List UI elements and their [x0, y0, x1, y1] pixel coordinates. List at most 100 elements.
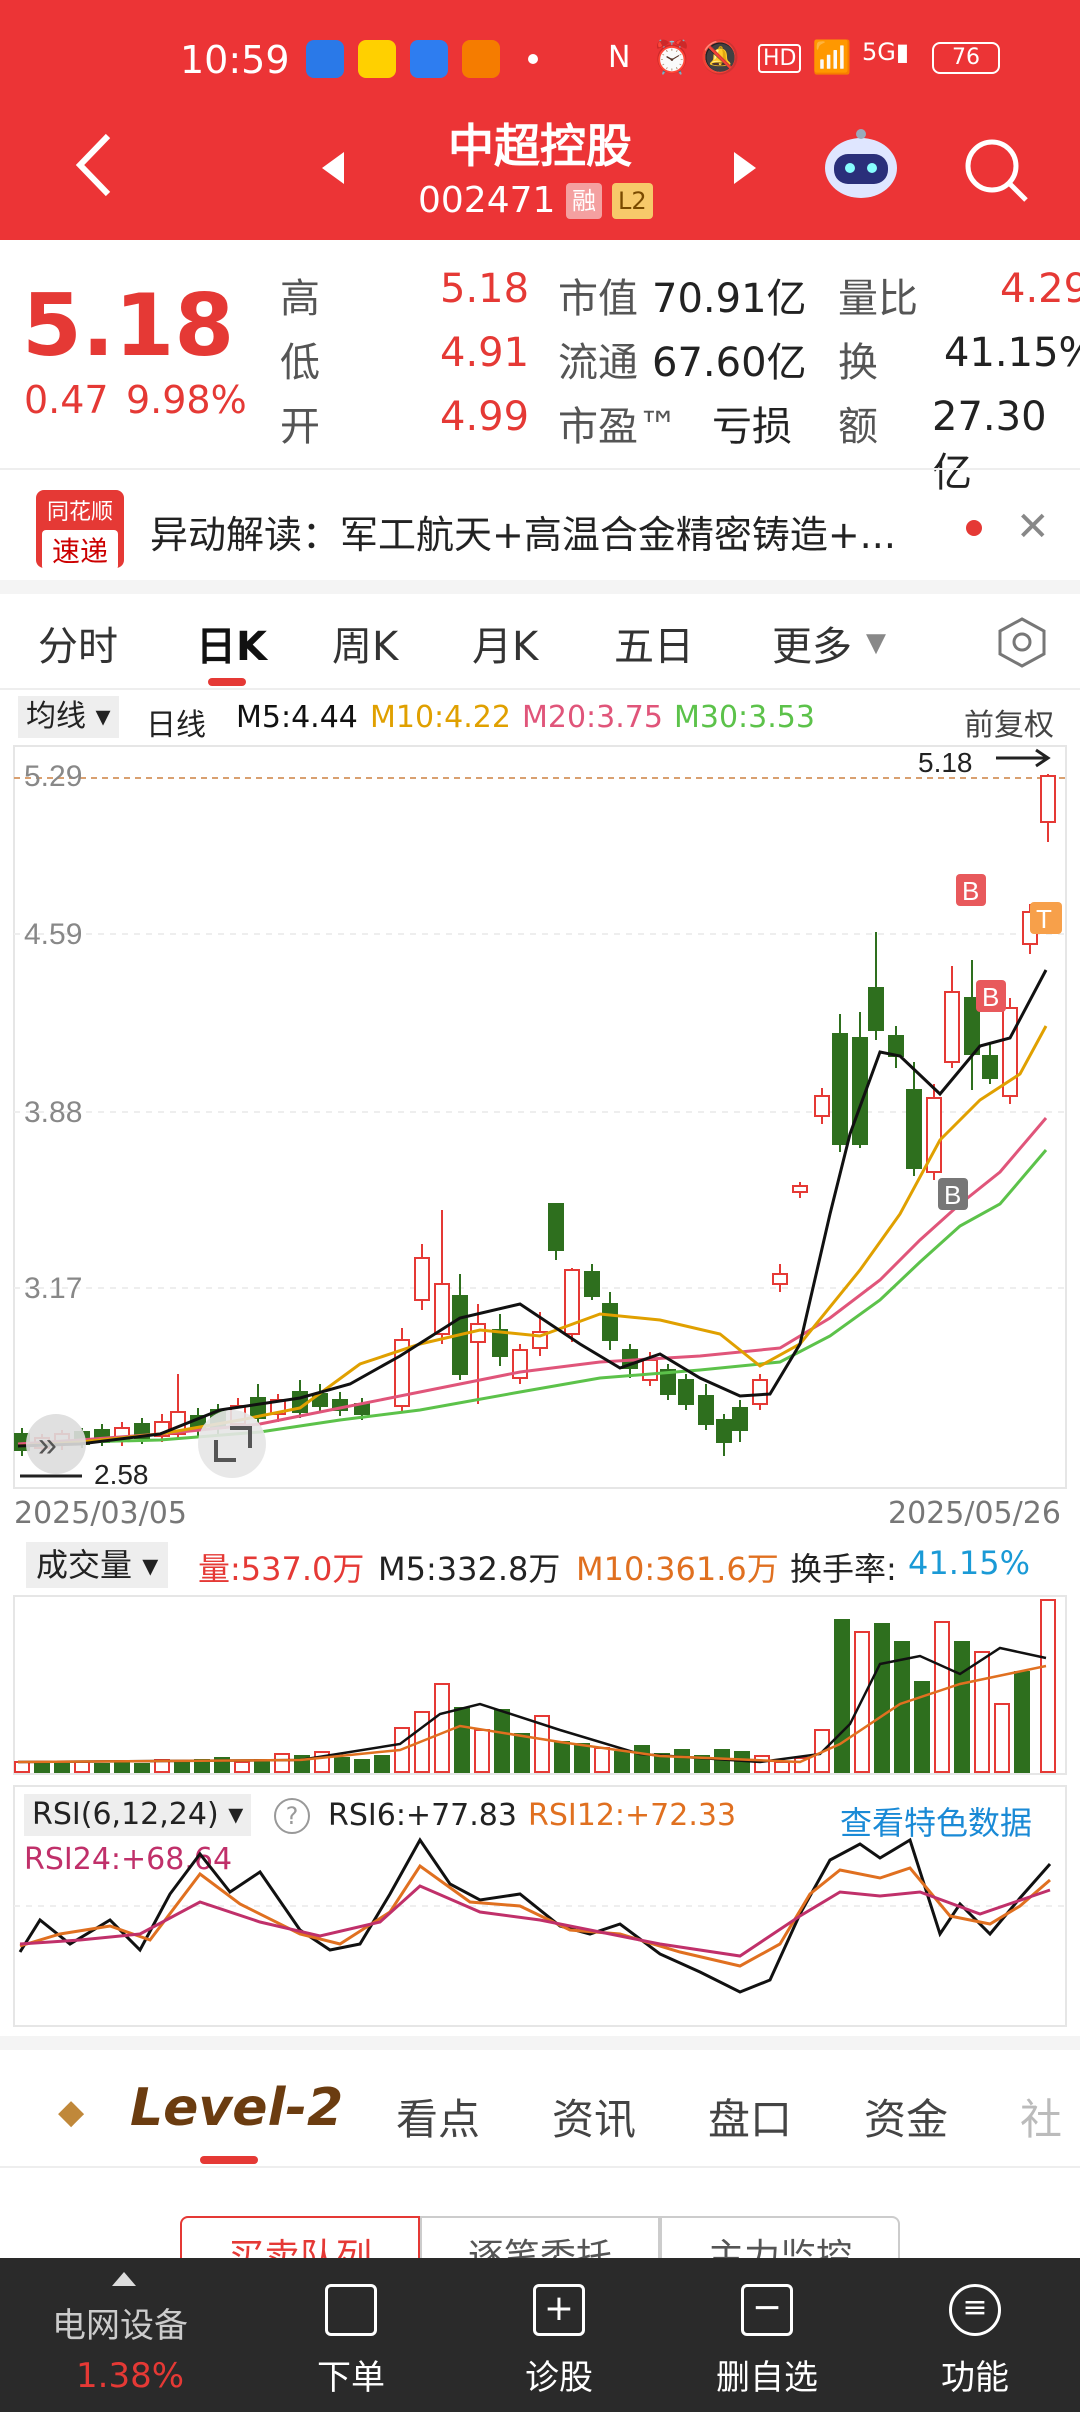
- settings-hex-icon[interactable]: [996, 616, 1048, 668]
- search-icon[interactable]: [962, 136, 1032, 206]
- low-label: 低: [280, 340, 320, 386]
- start-date: 2025/03/05: [14, 1496, 187, 1531]
- volume-bar: [534, 1715, 550, 1773]
- ma5-value: M5:4.44: [236, 700, 358, 735]
- volume-selector[interactable]: 成交量 ▾: [26, 1542, 169, 1588]
- volume-bar: [634, 1745, 650, 1773]
- volume-bar: [874, 1623, 890, 1773]
- tab-daily-k[interactable]: 日K: [196, 624, 267, 670]
- float-value: 67.60亿: [652, 340, 807, 386]
- period-label: 日线: [146, 708, 206, 743]
- rsi-chart: [13, 1785, 1067, 2027]
- y-label-3: 3.88: [24, 1096, 82, 1129]
- volume-m10: M10:361.6万: [576, 1550, 779, 1588]
- tab-weekly-k[interactable]: 周K: [332, 624, 399, 670]
- tab-funds[interactable]: 资金: [864, 2095, 949, 2144]
- diagnose-icon: +: [533, 2284, 585, 2336]
- volume-bar: [114, 1761, 130, 1773]
- volume-bar: [434, 1683, 450, 1773]
- mute-icon: 🔕: [700, 38, 740, 76]
- robot-icon[interactable]: [820, 126, 902, 202]
- prev-stock-icon[interactable]: [318, 148, 348, 188]
- volume-bar: [994, 1703, 1010, 1773]
- candle: [906, 1089, 922, 1169]
- max-price-label: 5.18: [918, 747, 973, 778]
- adjust-label[interactable]: 前复权: [964, 708, 1054, 743]
- volume-bar: [554, 1741, 570, 1773]
- volume-bar: [374, 1755, 390, 1773]
- tab-monthly-k[interactable]: 月K: [472, 624, 539, 670]
- tab-level2[interactable]: Level-2: [130, 2078, 344, 2138]
- volume-bar: [614, 1751, 630, 1773]
- volume-bar: [54, 1763, 70, 1773]
- buy-marker-2: B: [982, 982, 999, 1012]
- nav-functions[interactable]: ≡ 功能: [900, 2258, 1050, 2412]
- min-price-label: 2.58: [94, 1459, 149, 1490]
- nfc-icon: N: [608, 40, 631, 75]
- index-change: 1.38%: [76, 2356, 185, 2396]
- back-icon[interactable]: [72, 130, 116, 200]
- volume-bar: [574, 1743, 590, 1773]
- volume-bar: [94, 1763, 110, 1773]
- volume-bar: [974, 1651, 990, 1773]
- candle: [602, 1303, 618, 1341]
- tab-orderbook[interactable]: 盘口: [708, 2095, 793, 2144]
- ths-logo: 同花顺 速递: [36, 490, 124, 570]
- candle: [814, 1095, 830, 1117]
- volume-bar: [14, 1761, 30, 1773]
- tab-news[interactable]: 资讯: [552, 2095, 637, 2144]
- tab-fenshi[interactable]: 分时: [38, 624, 118, 670]
- tab-community[interactable]: 社: [1020, 2095, 1063, 2144]
- volume-bar: [834, 1619, 850, 1773]
- dot-icon: [528, 54, 538, 64]
- buy-marker-3: B: [944, 1180, 961, 1210]
- candle: [926, 1097, 942, 1173]
- nav-remove-watchlist[interactable]: − 删自选: [692, 2258, 842, 2412]
- candle: [716, 1419, 732, 1443]
- more-chevron-icon: ▼: [866, 628, 886, 658]
- rsi12-value: RSI12:+72.33: [528, 1798, 737, 1833]
- open-label: 开: [280, 404, 320, 450]
- y-label-1: 5.29: [24, 760, 82, 793]
- help-icon[interactable]: ?: [274, 1798, 310, 1834]
- stock-code: 002471: [418, 180, 556, 221]
- margin-tag: 融: [566, 183, 602, 219]
- turnover-value: 41.15%: [944, 330, 1080, 376]
- volume-bar: [74, 1761, 90, 1773]
- collapse-button[interactable]: [26, 1414, 86, 1474]
- tab-more[interactable]: 更多: [772, 624, 852, 670]
- nav-diagnose[interactable]: + 诊股: [484, 2258, 634, 2412]
- expand-up-icon[interactable]: [110, 2270, 138, 2288]
- next-stock-icon[interactable]: [730, 148, 760, 188]
- ma10-value: M10:4.22: [370, 700, 511, 735]
- kline-chart[interactable]: 5.29 4.59 3.88 3.17 5.18 2.58 B B B T »: [0, 744, 1080, 1534]
- news-text[interactable]: 异动解读：军工航天+高温合金精密铸造+...: [150, 513, 896, 557]
- tab-five-day[interactable]: 五日: [614, 624, 694, 670]
- calendar-icon: [410, 40, 448, 78]
- ma-selector[interactable]: 均线 ▾: [18, 696, 119, 738]
- feature-data-link[interactable]: 查看特色数据: [840, 1804, 1033, 1842]
- volume-chart: [13, 1595, 1067, 1775]
- mcap-value: 70.91亿: [652, 276, 807, 322]
- close-icon[interactable]: ✕: [1016, 504, 1050, 550]
- diamond-icon: ◆: [58, 2092, 85, 2132]
- high-value: 5.18: [440, 266, 530, 312]
- tab-highlights[interactable]: 看点: [396, 2095, 481, 2144]
- nav-order[interactable]: 下单: [276, 2258, 426, 2412]
- buy-marker-1: B: [962, 876, 979, 906]
- t-marker: T: [1036, 904, 1052, 934]
- volume-bar: [34, 1763, 50, 1773]
- volume-bar: [594, 1747, 610, 1773]
- battery-icon: 76: [932, 42, 1000, 74]
- subtab-indicator: [200, 2156, 258, 2164]
- index-name[interactable]: 电网设备: [52, 2306, 188, 2346]
- turnover-rate-label: 换手率:: [790, 1550, 897, 1588]
- y-label-4: 3.17: [24, 1272, 82, 1305]
- candle: [548, 1203, 564, 1251]
- vr-value: 4.29: [1000, 266, 1080, 312]
- fullscreen-button[interactable]: [198, 1410, 266, 1478]
- rsi-selector[interactable]: RSI(6,12,24) ▾: [24, 1794, 252, 1836]
- stock-name: 中超控股: [448, 119, 632, 173]
- amount-label: 额: [838, 404, 878, 450]
- volume-bar: [354, 1759, 370, 1773]
